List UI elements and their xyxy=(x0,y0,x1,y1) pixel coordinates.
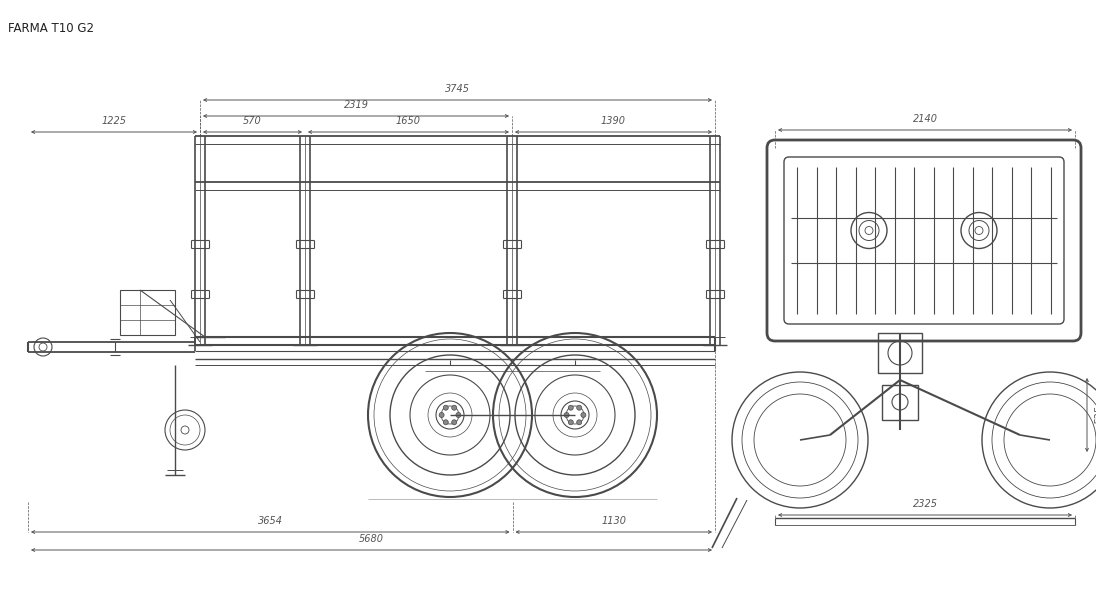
Circle shape xyxy=(569,420,573,425)
Text: 3745: 3745 xyxy=(445,84,470,94)
Text: 1390: 1390 xyxy=(601,116,626,126)
Bar xyxy=(878,333,922,373)
Circle shape xyxy=(576,405,582,410)
Text: 570: 570 xyxy=(243,116,262,126)
Circle shape xyxy=(452,420,457,425)
Text: 5680: 5680 xyxy=(359,534,384,544)
Circle shape xyxy=(581,413,586,417)
Text: 1130: 1130 xyxy=(602,516,626,526)
Text: 2325: 2325 xyxy=(913,499,937,509)
Bar xyxy=(119,290,175,335)
Circle shape xyxy=(456,413,461,417)
Text: FARMA T10 G2: FARMA T10 G2 xyxy=(8,22,94,35)
Bar xyxy=(882,385,918,420)
Circle shape xyxy=(443,405,448,410)
Text: 2140: 2140 xyxy=(913,114,937,124)
Text: 2319: 2319 xyxy=(343,100,368,110)
Text: 1650: 1650 xyxy=(396,116,421,126)
Circle shape xyxy=(439,413,444,417)
Text: 3654: 3654 xyxy=(258,516,283,526)
Text: 1225: 1225 xyxy=(102,116,126,126)
Circle shape xyxy=(564,413,569,417)
Circle shape xyxy=(443,420,448,425)
Circle shape xyxy=(569,405,573,410)
Circle shape xyxy=(576,420,582,425)
Circle shape xyxy=(452,405,457,410)
